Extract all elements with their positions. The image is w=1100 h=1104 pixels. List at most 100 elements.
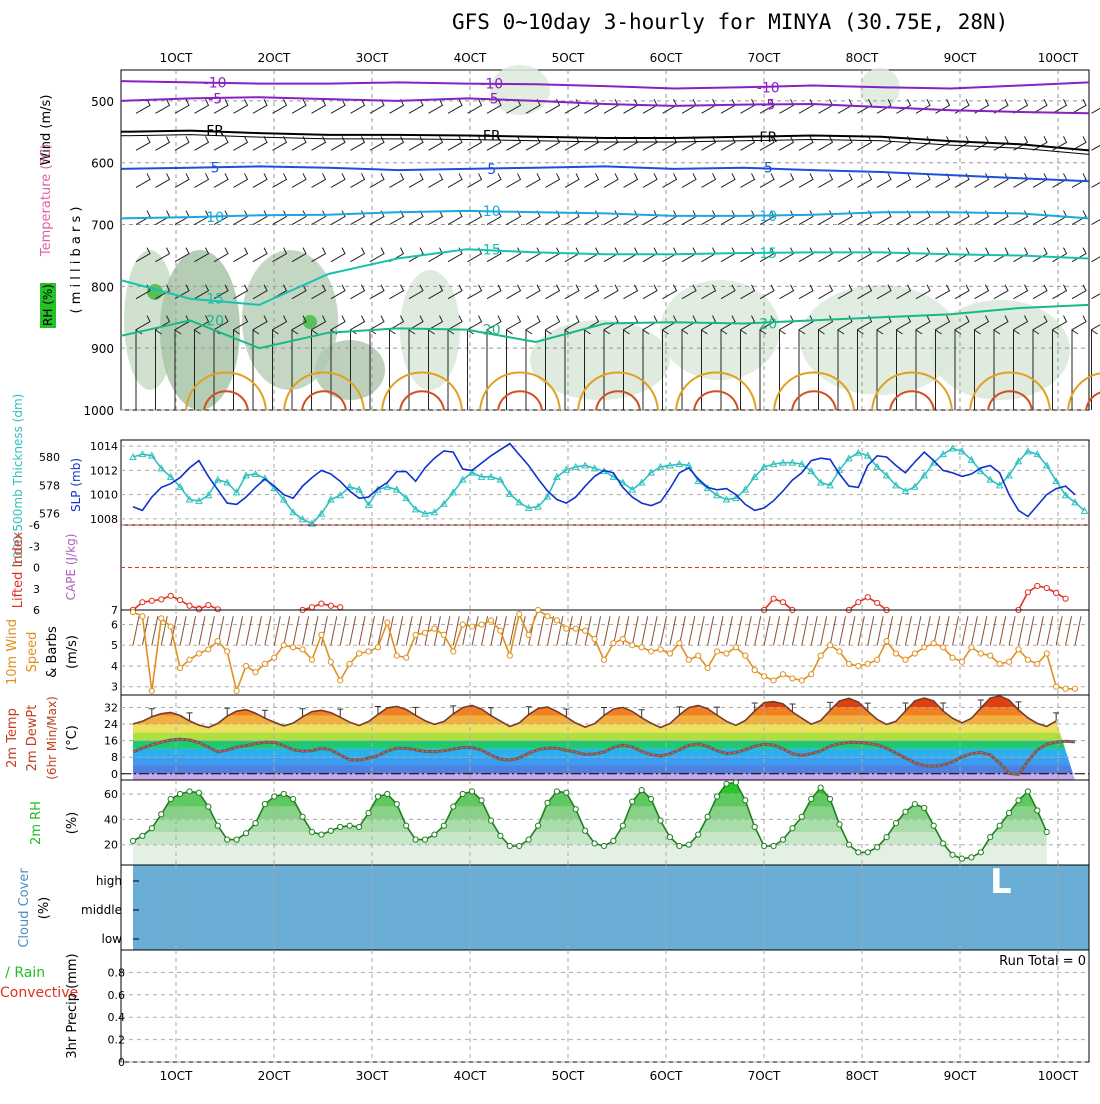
li-tick-label: 3: [33, 583, 40, 596]
wind-barb: [482, 616, 488, 645]
wind-speed-point: [799, 678, 804, 683]
wind-speed-point: [997, 661, 1002, 666]
wind-speed-point: [375, 645, 380, 650]
rh-2m-point: [404, 823, 409, 828]
wind-speed-point: [639, 645, 644, 650]
thickness-tick-label: 576: [39, 508, 60, 521]
rh-2m-point: [394, 802, 399, 807]
ylabel-temp-units: (°C): [65, 725, 80, 751]
rh-2m-point: [225, 837, 230, 842]
wind-barb: [792, 616, 798, 645]
date-label-top: 3OCT: [356, 51, 389, 65]
contour-label: FR: [483, 129, 501, 145]
date-label-bottom: 2OCT: [258, 1069, 291, 1083]
contour-label: -10: [757, 80, 780, 96]
rh-2m-point: [809, 796, 814, 801]
precip-tick-label: 0.2: [108, 1034, 126, 1047]
li-tick-label: 0: [33, 562, 40, 575]
cloud-mark: L: [990, 862, 1012, 902]
wind-barb: [1092, 173, 1100, 187]
wind-speed-point: [827, 643, 832, 648]
rh-2m-point: [262, 802, 267, 807]
wind-speed-point: [573, 626, 578, 631]
wind-speed-point: [149, 688, 154, 693]
wind-speed-point: [988, 653, 993, 658]
ylabel-temp-c: (6hr Min/Max): [45, 696, 59, 780]
wind-speed-point: [479, 622, 484, 627]
wind-tick-label: 5: [111, 639, 118, 652]
wind-barb: [1092, 248, 1100, 262]
lifted-index-line: [764, 599, 792, 610]
date-label-bottom: 3OCT: [356, 1069, 389, 1083]
date-label-top: 6OCT: [650, 51, 683, 65]
wind-speed-point: [470, 624, 475, 629]
lifted-index-point: [328, 603, 333, 608]
wind-speed-point: [649, 649, 654, 654]
temp-band: [121, 774, 1089, 780]
wind-barb: [821, 616, 827, 645]
contour-label: -5: [761, 98, 775, 114]
rh-2m-point: [130, 838, 135, 843]
wind-barb: [670, 616, 676, 645]
wind-barb: [284, 616, 290, 645]
lifted-index-point: [309, 605, 314, 610]
wind-barb: [830, 616, 836, 645]
rh-2m-point: [140, 833, 145, 838]
lifted-index-point: [168, 593, 173, 598]
wind-barb: [152, 616, 158, 645]
wind-speed-point: [262, 661, 267, 666]
wind-barb: [472, 616, 478, 645]
wind-speed-point: [705, 665, 710, 670]
rh-2m-point: [630, 799, 635, 804]
wind-speed-point: [743, 653, 748, 658]
rh-2m-point: [988, 834, 993, 839]
wind-barb: [190, 616, 196, 645]
date-label-top: 10OCT: [1038, 51, 1079, 65]
thickness-line: [133, 449, 1084, 524]
wind-barb: [755, 616, 761, 645]
rh-band: [121, 819, 1089, 832]
rh-2m-point: [714, 794, 719, 799]
wind-speed-point: [206, 647, 211, 652]
temp-tick-label: 32: [104, 701, 118, 714]
rh-2m-point: [677, 843, 682, 848]
rh-blob: [160, 250, 240, 410]
rh-2m-point: [366, 810, 371, 815]
wind-speed-point: [422, 630, 427, 635]
pressure-tick-label: 700: [91, 219, 114, 233]
rh-2m-point: [686, 842, 691, 847]
wind-tick-label: 3: [111, 681, 118, 694]
wind-speed-point: [338, 678, 343, 683]
wind-speed-point: [978, 651, 983, 656]
wind-speed-point: [225, 649, 230, 654]
wind-speed-point: [809, 672, 814, 677]
wind-barb: [133, 616, 139, 645]
date-label-top: 7OCT: [748, 51, 781, 65]
slp-tick-label: 1010: [90, 489, 118, 502]
wind-barb: [1018, 616, 1024, 645]
wind-speed-point: [959, 659, 964, 664]
precip-tick-label: 0.8: [108, 966, 126, 979]
wind-speed-point: [733, 645, 738, 650]
rh-2m-point: [535, 823, 540, 828]
rh-2m-point: [432, 832, 437, 837]
rh-2m-point: [583, 828, 588, 833]
wind-barb: [1028, 616, 1034, 645]
wind-speed-point: [535, 607, 540, 612]
wind-speed-point: [441, 632, 446, 637]
slp-tick-label: 1012: [90, 464, 118, 477]
wind-barb: [868, 616, 874, 645]
wind-barb: [896, 616, 902, 645]
rh-2m-point: [441, 823, 446, 828]
date-label-top: 2OCT: [258, 51, 291, 65]
wind-speed-point: [394, 653, 399, 658]
rh-2m-point: [517, 843, 522, 848]
wind-tick-label: 4: [111, 660, 118, 673]
wind-barb: [199, 616, 205, 645]
wind-barb: [246, 616, 252, 645]
wind-speed-point: [941, 645, 946, 650]
wind-speed-point: [404, 655, 409, 660]
wind-barb: [340, 616, 346, 645]
contour-label: 20: [206, 313, 224, 329]
